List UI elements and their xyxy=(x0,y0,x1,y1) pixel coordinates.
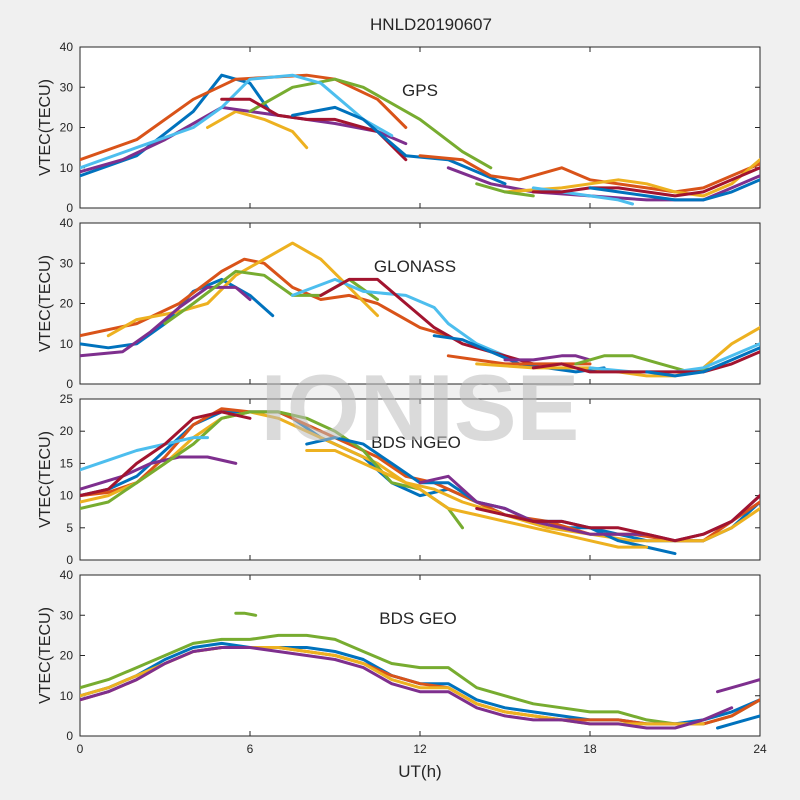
series-line xyxy=(291,105,507,186)
series-line xyxy=(446,166,760,202)
series-line xyxy=(80,633,760,726)
panel-label: BDS GEO xyxy=(379,609,456,628)
series-line xyxy=(80,455,238,491)
y-tick-label: 10 xyxy=(60,161,74,175)
y-tick-label: 30 xyxy=(60,80,74,94)
y-tick-label: 30 xyxy=(60,608,74,622)
series-line xyxy=(588,178,760,202)
x-tick-label: 24 xyxy=(753,742,767,756)
panel-1: 0 10 20 30 40 GPS VTEC(TECU) xyxy=(37,40,761,215)
series-line xyxy=(234,611,258,617)
plot-area xyxy=(79,574,761,737)
series-line xyxy=(418,154,760,194)
x-tick-label: 0 xyxy=(77,742,84,756)
y-tick-label: 40 xyxy=(60,216,74,230)
series-line xyxy=(291,277,507,358)
series-group xyxy=(80,241,760,378)
y-axis-label: VTEC(TECU) xyxy=(37,255,54,352)
series-line xyxy=(80,410,252,498)
y-axis-label: VTEC(TECU) xyxy=(37,431,54,528)
y-tick-label: 10 xyxy=(60,489,74,503)
y-tick-label: 10 xyxy=(60,689,74,703)
series-line xyxy=(80,410,464,530)
series-line xyxy=(248,77,493,170)
series-line xyxy=(645,346,760,378)
series-line xyxy=(80,257,450,338)
series-group xyxy=(80,73,760,206)
y-tick-label: 25 xyxy=(60,392,74,406)
y-tick-label: 30 xyxy=(60,256,74,270)
series-line xyxy=(80,436,209,472)
y-tick-label: 10 xyxy=(60,337,74,351)
y-tick-label: 20 xyxy=(60,297,74,311)
panel-3: 0 5 10 15 20 25 BDS NGEO VTEC(TECU) xyxy=(37,392,761,567)
y-tick-label: 20 xyxy=(60,424,74,438)
series-line xyxy=(531,166,760,198)
watermark: IONISE xyxy=(261,355,580,460)
series-line xyxy=(503,354,592,362)
y-tick-label: 5 xyxy=(66,521,73,535)
series-line xyxy=(716,714,760,730)
x-axis-label: UT(h) xyxy=(398,762,441,781)
y-tick-label: 0 xyxy=(66,729,73,743)
y-tick-label: 0 xyxy=(66,553,73,567)
series-line xyxy=(80,73,394,170)
plot-area xyxy=(79,46,761,209)
y-tick-label: 40 xyxy=(60,568,74,582)
y-tick-label: 20 xyxy=(60,649,74,663)
y-axis-label: VTEC(TECU) xyxy=(37,79,54,176)
series-line xyxy=(206,109,309,150)
series-line xyxy=(305,449,649,549)
panel-4: 0 10 20 30 40 0 6 12 18 24 BDS GEO VTEC(TECU) xyxy=(37,568,767,756)
series-group xyxy=(80,407,760,556)
series-line xyxy=(475,326,760,378)
x-tick-label: 18 xyxy=(583,742,597,756)
series-line xyxy=(80,646,734,730)
panel-label: GLONASS xyxy=(374,257,456,276)
series-line xyxy=(475,494,760,543)
y-tick-label: 0 xyxy=(66,377,73,391)
y-tick-label: 0 xyxy=(66,201,73,215)
panel-label: GPS xyxy=(402,81,438,100)
panel-2: 0 10 20 30 40 GLONASS VTEC(TECU) xyxy=(37,216,761,391)
series-line xyxy=(716,678,760,694)
series-line xyxy=(106,241,379,338)
figure-title: HNLD20190607 xyxy=(370,15,492,34)
series-line xyxy=(80,410,760,543)
y-tick-label: 20 xyxy=(60,121,74,135)
y-tick-label: 40 xyxy=(60,40,74,54)
y-tick-label: 15 xyxy=(60,456,74,470)
panel-label: BDS NGEO xyxy=(371,433,461,452)
x-tick-label: 6 xyxy=(247,742,254,756)
y-axis-label: VTEC(TECU) xyxy=(37,607,54,704)
series-line xyxy=(80,285,252,358)
series-line xyxy=(503,158,760,198)
series-line xyxy=(475,182,535,198)
series-group xyxy=(80,611,760,730)
x-tick-label: 12 xyxy=(413,742,427,756)
